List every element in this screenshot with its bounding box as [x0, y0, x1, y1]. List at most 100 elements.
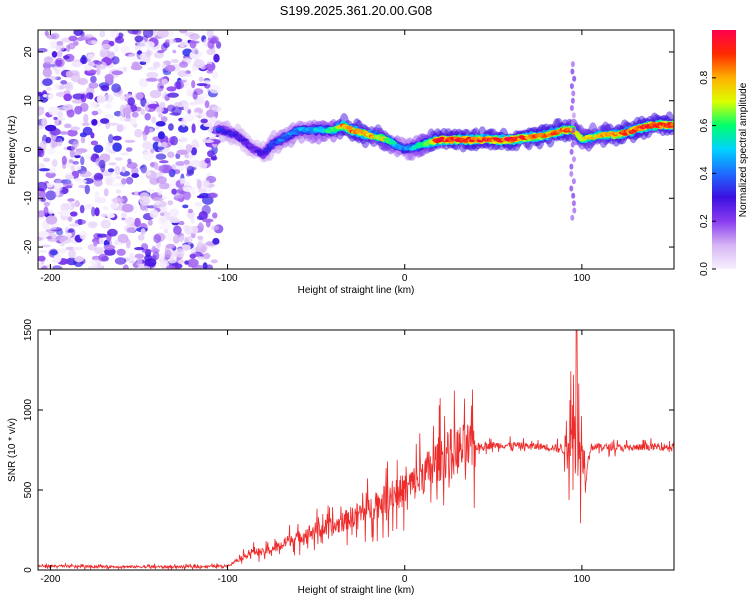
- noise-blob: [114, 165, 121, 176]
- noise-blob: [159, 182, 170, 190]
- noise-blob: [90, 75, 97, 83]
- colorbar-gradient: [712, 30, 736, 269]
- noise-blob: [203, 252, 210, 260]
- noise-blob: [88, 82, 99, 89]
- noise-blob: [159, 253, 165, 261]
- noise-blob: [100, 84, 110, 92]
- streak-cell: [571, 200, 576, 207]
- noise-blob: [209, 84, 221, 94]
- noise-blob: [64, 82, 72, 90]
- noise-blob: [134, 45, 141, 51]
- streak-cell: [569, 170, 574, 177]
- noise-blob: [54, 68, 60, 75]
- noise-blob: [157, 131, 165, 140]
- noise-blob: [125, 147, 133, 152]
- noise-blob: [130, 64, 143, 71]
- noise-blob: [84, 65, 93, 71]
- noise-blob: [57, 111, 64, 118]
- noise-blob: [43, 206, 49, 216]
- noise-blob: [68, 159, 74, 164]
- noise-blob: [98, 237, 104, 245]
- noise-blob: [84, 184, 91, 195]
- noise-blob: [113, 44, 120, 53]
- noise-blob: [160, 215, 167, 223]
- spectrogram-y-ticks: -20 -10 0 10 20: [23, 46, 674, 254]
- noise-blob: [183, 103, 189, 112]
- noise-blob: [144, 102, 150, 111]
- noise-blob: [158, 113, 163, 118]
- noise-blob: [155, 153, 167, 160]
- noise-blob: [197, 188, 207, 194]
- noise-blob: [202, 139, 214, 143]
- noise-blob: [53, 116, 58, 120]
- noise-blob: [120, 95, 126, 101]
- y-tick-label: 1500: [23, 318, 34, 341]
- noise-blob: [121, 212, 127, 219]
- noise-blob: [188, 225, 199, 234]
- noise-blob: [98, 253, 108, 262]
- noise-blob: [112, 135, 122, 141]
- noise-blob: [178, 259, 185, 264]
- noise-blob: [169, 136, 175, 144]
- noise-blob: [182, 204, 189, 209]
- spectrogram-y-label: Frequency (Hz): [7, 116, 18, 185]
- noise-blob: [65, 70, 73, 78]
- noise-blob: [122, 264, 129, 269]
- noise-blob: [204, 100, 210, 109]
- noise-blob: [77, 218, 83, 226]
- noise-blob: [156, 176, 167, 184]
- noise-blob: [51, 159, 58, 168]
- x-tick-label: -200: [40, 273, 60, 284]
- noise-blob: [111, 56, 120, 65]
- noise-blob: [72, 160, 79, 165]
- noise-blob: [63, 55, 70, 60]
- noise-blob: [72, 99, 84, 104]
- noise-blob: [48, 209, 54, 215]
- noise-blob: [142, 151, 154, 161]
- noise-blob: [153, 51, 164, 59]
- noise-blob: [127, 158, 132, 164]
- noise-blob: [155, 106, 162, 114]
- x-tick-label: 100: [574, 574, 591, 585]
- noise-blob: [204, 228, 212, 235]
- noise-blob: [144, 125, 150, 135]
- noise-blob: [166, 232, 173, 242]
- noise-blob: [66, 232, 72, 238]
- noise-blob: [87, 40, 92, 45]
- noise-blob: [117, 233, 129, 244]
- noise-blob: [43, 201, 51, 207]
- ridge-cell: [241, 138, 248, 142]
- noise-blob: [74, 105, 83, 115]
- streak-cell: [571, 90, 576, 97]
- noise-blob: [205, 264, 213, 269]
- ridge-cell: [255, 149, 262, 153]
- noise-blob: [178, 235, 189, 244]
- noise-blob: [99, 30, 106, 38]
- noise-blob: [93, 174, 99, 181]
- noise-blob: [202, 179, 211, 188]
- x-tick-label: -200: [40, 574, 60, 585]
- noise-blob: [212, 237, 220, 245]
- noise-blob: [160, 212, 165, 217]
- noise-blob: [51, 51, 58, 58]
- noise-blob: [46, 34, 57, 40]
- noise-blob: [41, 117, 48, 127]
- noise-blob: [180, 244, 191, 251]
- noise-blob: [205, 109, 216, 118]
- noise-blob: [128, 53, 140, 61]
- noise-blob: [164, 249, 172, 259]
- noise-blob: [134, 128, 143, 138]
- noise-blob: [79, 56, 88, 65]
- noise-blob: [38, 191, 47, 198]
- noise-blob: [99, 49, 108, 58]
- noise-blob: [104, 93, 114, 103]
- noise-blob: [96, 233, 108, 238]
- y-tick-label: 0: [23, 146, 34, 152]
- noise-blob: [107, 228, 118, 237]
- noise-blob: [66, 246, 75, 251]
- noise-blob: [153, 234, 162, 244]
- noise-blob: [212, 106, 222, 112]
- noise-blob: [74, 256, 84, 263]
- noise-blob: [59, 131, 69, 135]
